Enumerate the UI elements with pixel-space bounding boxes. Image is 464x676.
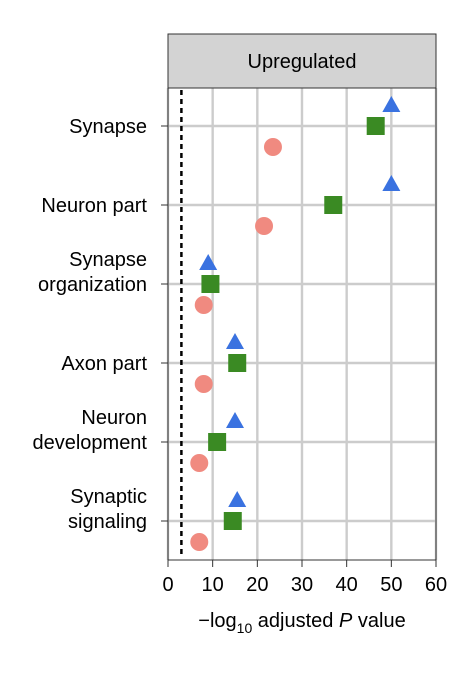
square-point bbox=[201, 275, 220, 293]
x-tick-label: 60 bbox=[425, 574, 447, 596]
circle-point bbox=[255, 217, 274, 235]
circle-point bbox=[194, 375, 213, 393]
category-label: Synapse bbox=[69, 249, 147, 271]
x-axis-label: −log10 adjusted P value bbox=[198, 610, 405, 636]
category-label: Neuron bbox=[81, 407, 147, 429]
circle-point bbox=[190, 454, 209, 472]
x-tick-label: 50 bbox=[380, 574, 402, 596]
triangle-point bbox=[199, 254, 218, 270]
circle-point bbox=[194, 296, 213, 314]
square-point bbox=[228, 354, 247, 372]
triangle-point bbox=[226, 412, 244, 428]
grid-lines bbox=[166, 88, 438, 560]
category-label: Neuron part bbox=[41, 195, 147, 217]
square-point bbox=[366, 117, 385, 135]
data-points bbox=[190, 96, 401, 551]
x-tick-label: 30 bbox=[291, 574, 313, 596]
panel-header bbox=[167, 33, 437, 89]
category-label: organization bbox=[38, 274, 147, 296]
triangle-point bbox=[382, 175, 401, 191]
panel-title: Upregulated bbox=[248, 51, 357, 73]
circle-point bbox=[190, 533, 209, 551]
category-label: Synapse bbox=[69, 116, 147, 138]
x-tick-label: 10 bbox=[202, 574, 224, 596]
category-label: Synaptic bbox=[70, 486, 147, 508]
category-label: Axon part bbox=[61, 353, 147, 375]
square-point bbox=[324, 196, 343, 214]
x-tick-label: 40 bbox=[336, 574, 358, 596]
circle-point bbox=[263, 138, 282, 156]
x-tick-label: 0 bbox=[162, 574, 173, 596]
triangle-point bbox=[226, 333, 244, 349]
square-point bbox=[223, 512, 242, 530]
category-label: development bbox=[32, 432, 147, 454]
category-label: signaling bbox=[68, 511, 147, 533]
square-point bbox=[208, 433, 227, 451]
category-labels: Synapse Neuron part Synapse organization Axo… bbox=[32, 116, 168, 533]
triangle-point bbox=[382, 96, 401, 112]
triangle-point bbox=[228, 491, 247, 507]
x-tick-label: 20 bbox=[246, 574, 268, 596]
x-axis: 0 10 20 30 40 50 60 bbox=[162, 560, 447, 596]
